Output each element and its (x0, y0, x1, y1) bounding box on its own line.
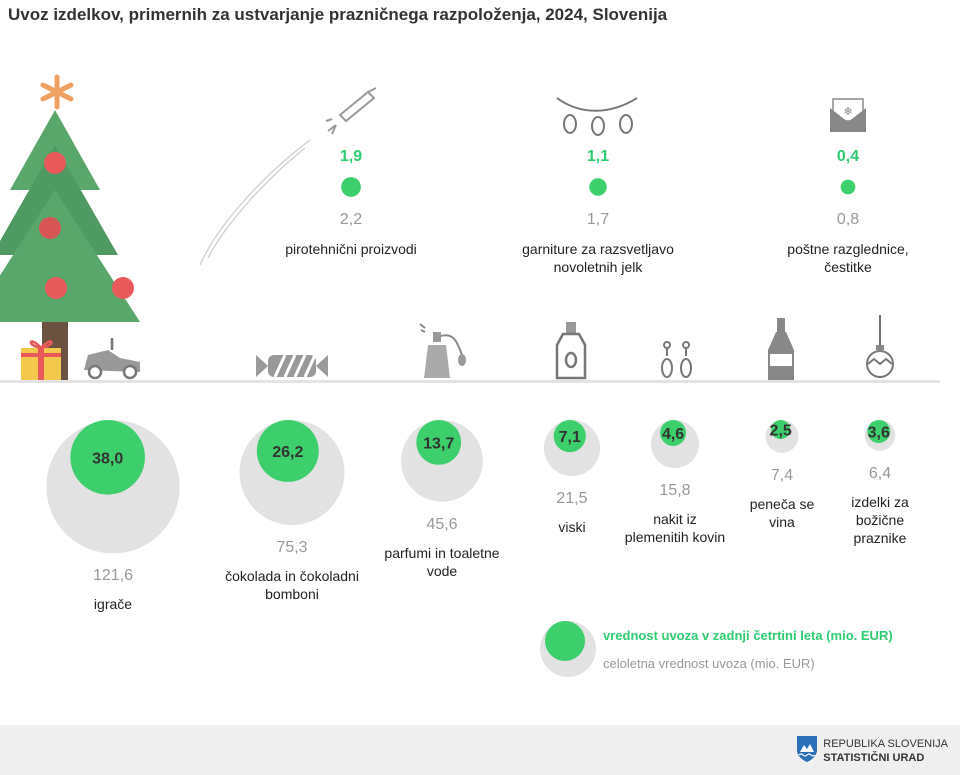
legend-quarter-bubble (545, 621, 585, 661)
legend-quarter-label: vrednost uvoza v zadnji četrtini leta (m… (603, 628, 893, 643)
quarter-value: 3,6 (868, 424, 890, 441)
top-quarter-value: 0,4 (836, 148, 860, 165)
perfume-bottle-icon (419, 323, 466, 378)
annual-value: 45,6 (426, 515, 458, 533)
chart-title: Uvoz izdelkov, primernih za ustvarjanje … (8, 5, 668, 24)
item-label: nakit iz plemenitih kovin (624, 511, 726, 546)
legend-annual-label: celoletna vrednost uvoza (mio. EUR) (603, 656, 815, 671)
quarter-bubble (256, 420, 319, 482)
bottom-bubbles: 38,0 26,2 13,7 7,1 4,6 2,5 3,6 (46, 420, 896, 554)
quarter-bubble (867, 420, 891, 443)
earrings-icon (661, 341, 692, 378)
annual-value: 75,3 (276, 538, 308, 556)
top-annual-value: 2,2 (339, 211, 363, 228)
gift-box-icon (21, 340, 61, 380)
annual-value: 7,4 (770, 466, 794, 484)
top-annual-value: 1,7 (586, 211, 610, 228)
quarter-value: 13,7 (423, 435, 454, 452)
annual-value: 21,5 (556, 490, 588, 508)
top-bubbles (341, 177, 856, 197)
top-quarter-bubble (589, 178, 607, 196)
quarter-bubble (416, 420, 462, 465)
footer-line2: STATISTIČNI URAD (823, 752, 925, 764)
footer-line1: REPUBLIKA SLOVENIJA (823, 738, 948, 750)
item-label: izdelki za božične praznike (851, 493, 909, 546)
item-label: parfumi in toaletne vode (384, 544, 500, 579)
annual-value: 15,8 (659, 482, 691, 500)
quarter-value: 2,5 (770, 423, 792, 440)
quarter-bubble (771, 420, 791, 440)
toy-car-icon (84, 338, 140, 380)
annual-value: 121,6 (92, 567, 134, 585)
top-annual-value: 0,8 (836, 211, 860, 228)
top-quarter-value: 1,9 (339, 148, 363, 165)
quarter-bubble (553, 420, 586, 453)
footer-logo-text: REPUBLIKA SLOVENIJA STATISTIČNI URAD (823, 737, 948, 765)
divider-line (0, 380, 940, 383)
top-quarter-bubble (840, 179, 856, 195)
item-label: viski (558, 519, 586, 536)
top-item-label: garniture za razsvetljavo novoletnih jel… (522, 241, 674, 275)
quarter-value: 4,6 (662, 426, 684, 443)
item-label: peneča se vina (749, 495, 815, 530)
envelope-card-icon: ❄ (830, 98, 866, 132)
champagne-bottle-icon (768, 318, 794, 380)
quarter-bubble (70, 420, 145, 495)
top-quarter-bubble (341, 177, 361, 197)
item-label: čokolada in čokoladni bomboni (225, 567, 359, 602)
firework-rocket-icon (199, 87, 377, 266)
christmas-bauble-icon (866, 315, 894, 378)
string-lights-icon (556, 97, 638, 136)
svg-text:❄: ❄ (843, 105, 852, 118)
quarter-value: 7,1 (559, 429, 581, 446)
top-item-label: poštne razglednice, čestitke (787, 241, 909, 275)
quarter-value: 26,2 (272, 444, 303, 461)
christmas-tree-icon (0, 74, 140, 380)
item-label: igrače (93, 596, 133, 613)
annual-value: 6,4 (868, 464, 892, 482)
quarter-value: 38,0 (92, 450, 123, 467)
top-item-label: pirotehnični proizvodi (285, 241, 417, 257)
candy-icon (256, 354, 328, 378)
whisky-bottle-icon (555, 322, 587, 380)
quarter-bubble (660, 420, 687, 446)
slovenia-coat-of-arms-icon (797, 736, 817, 762)
top-quarter-value: 1,1 (586, 148, 610, 165)
